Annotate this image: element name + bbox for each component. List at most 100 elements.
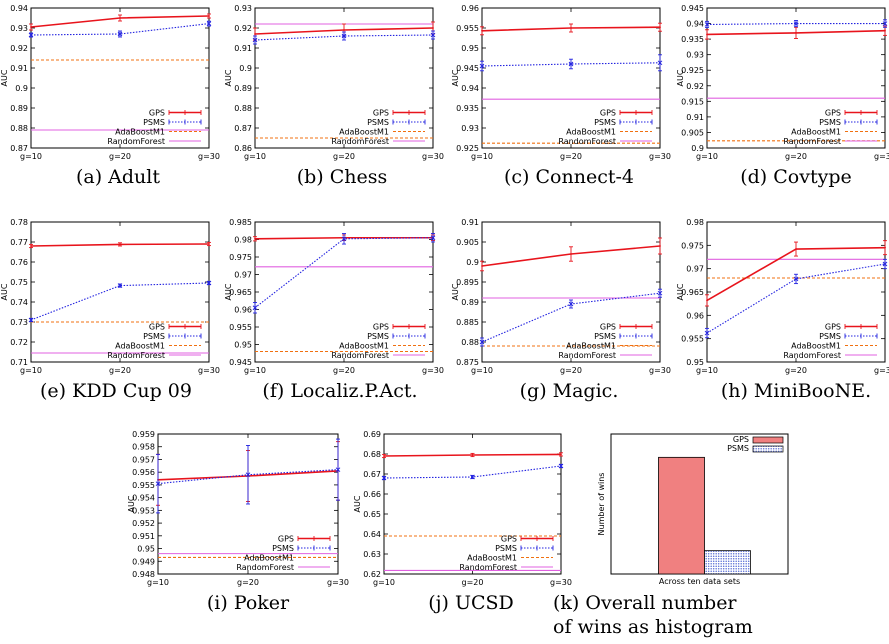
point-psms-b-1 (341, 33, 347, 39)
ytick-label-g-4: 0.895 (456, 278, 479, 287)
point-gps-e-1 (119, 243, 121, 246)
xtick-label-g-0: g=10 (471, 366, 493, 375)
ytick-label-f-1: 0.95 (234, 341, 252, 350)
xtick-label-a-0: g=10 (20, 152, 42, 161)
legend-label-psms-g: PSMS (594, 332, 616, 341)
ytick-label-a-7: 0.94 (10, 4, 28, 13)
legend-label-psms-a: PSMS (143, 118, 165, 127)
xtick-label-h-0: g=10 (696, 366, 718, 375)
point-psms-h-2 (882, 261, 888, 267)
ytick-label-d-8: 0.94 (686, 20, 704, 29)
y-axis-label-e: AUC (0, 283, 9, 300)
point-psms-e-1 (117, 283, 123, 288)
caption-c: (c) Connect-4 (504, 166, 634, 188)
legend-label-randomforest-b: RandomForest (331, 137, 389, 146)
ytick-label-g-6: 0.905 (456, 238, 479, 247)
chart-c: 0.925 0.93 0.935 0.94 0.945 0.95 0.955 0.96 g=10… (451, 4, 671, 188)
ytick-label-j-3: 0.65 (363, 510, 381, 519)
xtick-label-a-2: g=30 (198, 152, 220, 161)
ytick-label-c-6: 0.955 (456, 24, 479, 33)
legend-label-adaboostm1-d: AdaBoostM1 (791, 128, 841, 137)
caption-k-line2: of wins as histogram (553, 616, 753, 638)
ytick-label-c-7: 0.96 (461, 4, 479, 13)
xtick-label-d-1: g=20 (785, 152, 807, 161)
bar-gps (658, 456, 705, 575)
legend-label-gps-c: GPS (600, 109, 616, 118)
chart-g: 0.875 0.88 0.885 0.89 0.895 0.9 0.905 0.91 g=10 g… (451, 218, 671, 402)
y-axis-label-c: AUC (451, 69, 460, 86)
point-psms-b-2 (430, 32, 436, 38)
point-psms-h-0 (704, 330, 710, 336)
caption-d: (d) Covtype (740, 166, 852, 188)
point-gps-d-0 (706, 33, 708, 36)
y-axis-label-i: AUC (127, 495, 136, 512)
ytick-label-g-2: 0.885 (456, 318, 479, 327)
point-psms-c-0 (479, 63, 485, 69)
point-gps-h-1 (795, 248, 797, 250)
ytick-label-f-6: 0.975 (229, 253, 252, 262)
point-psms-f-0 (252, 305, 258, 311)
ytick-label-j-5: 0.67 (363, 470, 381, 479)
point-gps-d-2 (884, 29, 886, 32)
point-psms-d-0 (704, 22, 710, 27)
ytick-label-i-0: 0.948 (132, 570, 155, 579)
xtick-label-b-2: g=30 (422, 152, 444, 161)
point-gps-h-0 (706, 299, 708, 302)
y-axis-label-f: AUC (224, 283, 233, 300)
legend-label-adaboostm1-b: AdaBoostM1 (339, 128, 389, 137)
series-psms-line-f (254, 237, 434, 309)
ytick-label-a-5: 0.92 (10, 44, 28, 53)
point-gps-f-0 (254, 237, 256, 240)
ytick-label-j-1: 0.63 (363, 550, 381, 559)
chart-j: 0.62 0.63 0.64 0.65 0.66 0.67 0.68 0.69 g=10 g=20… (353, 430, 572, 614)
point-psms-e-2 (206, 280, 212, 286)
ytick-label-e-3: 0.74 (10, 298, 28, 307)
legend-label-gps-b: GPS (373, 109, 389, 118)
legend-label-adaboostm1-g: AdaBoostM1 (566, 342, 616, 351)
y-axis-label-h: AUC (676, 283, 685, 300)
legend-label-gps-d: GPS (825, 109, 841, 118)
ytick-label-j-0: 0.62 (363, 570, 381, 579)
legend-swatch-gps-k (752, 436, 784, 444)
legend-label-psms-e: PSMS (143, 332, 165, 341)
point-gps-j-2 (560, 453, 562, 456)
point-gps-c-1 (570, 27, 572, 29)
ytick-label-d-1: 0.905 (681, 128, 704, 137)
ytick-label-h-5: 0.975 (681, 241, 704, 250)
ytick-label-c-1: 0.93 (461, 124, 479, 133)
xtick-label-c-2: g=30 (649, 152, 671, 161)
point-gps-e-2 (208, 243, 210, 245)
point-gps-g-0 (481, 265, 483, 267)
ytick-label-b-6: 0.92 (234, 24, 252, 33)
y-axis-label-j: AUC (353, 495, 362, 512)
xtick-label-c-1: g=20 (560, 152, 582, 161)
legend-label-adaboostm1-h: AdaBoostM1 (791, 342, 841, 351)
xtick-label-g-2: g=30 (649, 366, 671, 375)
ytick-label-f-5: 0.97 (234, 271, 252, 280)
ytick-label-e-1: 0.72 (10, 338, 28, 347)
caption-i: (i) Poker (207, 592, 290, 614)
point-psms-b-0 (252, 37, 258, 43)
chart-h: 0.95 0.955 0.96 0.965 0.97 0.975 0.98 g=10 g=20 g… (676, 218, 889, 402)
point-psms-f-1 (341, 236, 347, 242)
ytick-label-c-0: 0.925 (456, 144, 479, 153)
caption-f: (f) Localiz.P.Act. (262, 380, 417, 402)
point-psms-a-1 (117, 31, 123, 37)
bar-psms (704, 550, 751, 575)
legend-label-randomforest-i: RandomForest (236, 563, 294, 572)
xtick-label-f-0: g=10 (244, 366, 266, 375)
ytick-label-j-6: 0.68 (363, 450, 381, 459)
legend-label-gps-k: GPS (733, 435, 749, 444)
point-gps-j-0 (383, 455, 385, 457)
xtick-label-i-1: g=20 (237, 578, 259, 587)
caption-g: (g) Magic. (520, 380, 619, 402)
xtick-label-e-1: g=20 (109, 366, 131, 375)
legend-label-adaboostm1-j: AdaBoostM1 (467, 554, 517, 563)
point-gps-a-0 (30, 26, 32, 28)
ytick-label-g-3: 0.89 (461, 298, 479, 307)
legend-label-randomforest-j: RandomForest (459, 563, 517, 572)
ytick-label-d-2: 0.91 (686, 113, 704, 122)
ytick-label-e-4: 0.75 (10, 278, 28, 287)
ytick-label-b-1: 0.87 (234, 124, 252, 133)
legend-label-randomforest-f: RandomForest (331, 351, 389, 360)
